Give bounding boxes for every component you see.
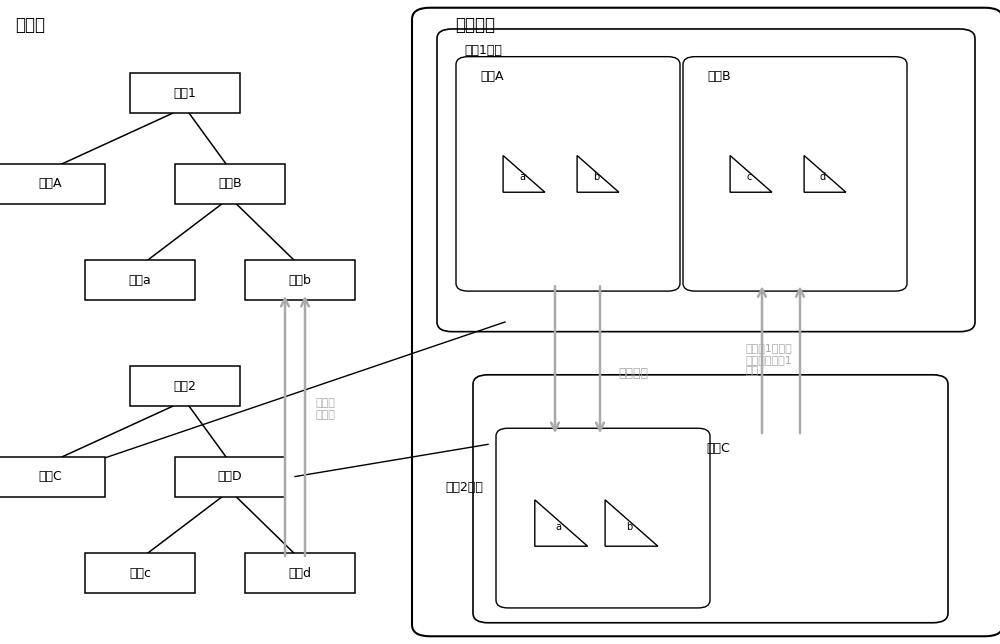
Text: 路径A: 路径A (480, 70, 504, 82)
Bar (130, 366, 240, 406)
Text: a: a (519, 172, 525, 182)
Text: d: d (820, 172, 826, 182)
Text: c: c (746, 172, 752, 182)
Text: 复制复用: 复制复用 (618, 367, 648, 380)
FancyBboxPatch shape (683, 57, 907, 291)
Polygon shape (503, 155, 545, 192)
Bar (245, 260, 355, 300)
Text: a: a (556, 522, 562, 531)
Bar (0, 164, 105, 204)
Bar (85, 260, 195, 300)
Polygon shape (535, 500, 588, 546)
Bar (245, 553, 355, 593)
Text: 工程2: 工程2 (174, 380, 196, 393)
Text: 文件b: 文件b (289, 274, 311, 287)
Text: 与工程1同路径
但不会被工程1
包含: 与工程1同路径 但不会被工程1 包含 (745, 343, 792, 376)
Text: 文件c: 文件c (129, 567, 151, 580)
Text: 工程2路径: 工程2路径 (445, 481, 483, 494)
Text: 文件系统: 文件系统 (455, 16, 495, 34)
Text: 文件a: 文件a (129, 274, 151, 287)
Text: 工程1: 工程1 (174, 87, 196, 100)
FancyBboxPatch shape (496, 428, 710, 608)
Bar (130, 73, 240, 113)
Polygon shape (605, 500, 658, 546)
Text: 路径B: 路径B (218, 177, 242, 190)
Bar (175, 164, 285, 204)
Bar (175, 457, 285, 497)
Bar (0, 457, 105, 497)
Text: 文件d: 文件d (288, 567, 312, 580)
Text: 路径C: 路径C (38, 470, 62, 483)
FancyBboxPatch shape (456, 57, 680, 291)
Text: 数据表: 数据表 (15, 16, 45, 34)
Polygon shape (577, 155, 619, 192)
Text: 路径B: 路径B (707, 70, 731, 82)
Text: 路径A: 路径A (38, 177, 62, 190)
Text: b: b (626, 522, 632, 531)
FancyBboxPatch shape (412, 8, 1000, 636)
Bar (85, 553, 195, 593)
Text: b: b (593, 172, 599, 182)
Text: 路径D: 路径D (218, 470, 242, 483)
FancyBboxPatch shape (437, 29, 975, 332)
Text: 工程1路径: 工程1路径 (464, 44, 502, 57)
Polygon shape (804, 155, 846, 192)
Polygon shape (730, 155, 772, 192)
FancyBboxPatch shape (473, 375, 948, 623)
Text: 对旧版
本引用: 对旧版 本引用 (315, 398, 335, 420)
Text: 路径C: 路径C (706, 442, 730, 455)
